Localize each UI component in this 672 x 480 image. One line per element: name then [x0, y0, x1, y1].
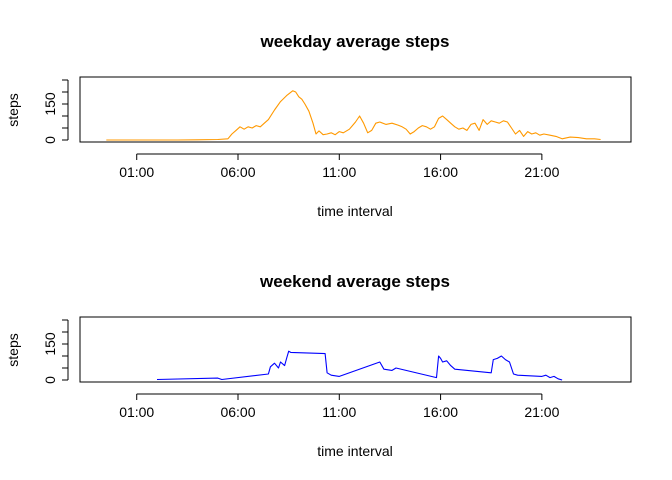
plot-area: 0 150 01:00 06:00 11:00 16:00 21:00: [42, 316, 632, 420]
x-axis-label: time interval: [317, 443, 392, 459]
x-tick-label: 11:00: [322, 404, 356, 420]
y-axis-label: steps: [5, 333, 21, 366]
x-tick-label: 21:00: [524, 404, 559, 420]
plot-frame: [79, 76, 632, 143]
plot-area: 0 150 01:00 06:00 11:00 16:00 21:00: [42, 76, 632, 180]
y-tick-label: 150: [42, 332, 58, 356]
x-tick-label: 06:00: [220, 164, 255, 180]
panel-weekday: weekday average steps steps time interva…: [5, 32, 632, 219]
y-tick-label: 0: [42, 136, 58, 144]
x-tick-label: 11:00: [322, 164, 356, 180]
y-tick-label: 0: [42, 376, 58, 384]
x-tick-label: 01:00: [119, 404, 154, 420]
series-line: [156, 350, 563, 381]
chart-title: weekday average steps: [259, 32, 449, 51]
x-tick-label: 06:00: [220, 404, 255, 420]
x-tick-label: 16:00: [423, 164, 458, 180]
y-tick-label: 150: [42, 92, 58, 116]
x-tick-label: 16:00: [423, 404, 458, 420]
y-axis-label: steps: [5, 93, 21, 126]
chart-title: weekend average steps: [259, 272, 450, 291]
panel-weekend: weekend average steps steps time interva…: [5, 272, 632, 459]
series-line: [106, 90, 601, 141]
x-tick-label: 21:00: [524, 164, 559, 180]
plot-frame: [79, 316, 632, 383]
x-tick-label: 01:00: [119, 164, 154, 180]
x-axis-label: time interval: [317, 203, 392, 219]
